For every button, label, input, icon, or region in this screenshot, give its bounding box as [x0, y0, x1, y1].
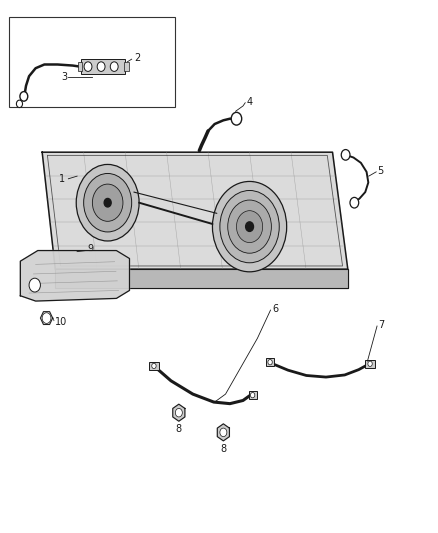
Text: 10: 10	[55, 317, 67, 327]
Circle shape	[268, 360, 272, 365]
Circle shape	[237, 211, 263, 243]
Circle shape	[42, 313, 51, 324]
Circle shape	[212, 181, 287, 272]
Circle shape	[350, 197, 359, 208]
Polygon shape	[20, 251, 130, 301]
Circle shape	[228, 200, 272, 253]
Circle shape	[97, 62, 105, 71]
Circle shape	[29, 278, 40, 292]
Circle shape	[110, 62, 118, 71]
Polygon shape	[55, 269, 348, 288]
Text: 7: 7	[378, 320, 385, 330]
Text: 4: 4	[247, 96, 253, 107]
Circle shape	[92, 184, 123, 221]
Text: 2: 2	[134, 53, 140, 63]
Bar	[249, 391, 257, 399]
Circle shape	[175, 408, 182, 417]
Bar	[124, 62, 129, 71]
Text: 1: 1	[59, 174, 65, 184]
Bar	[81, 59, 125, 74]
Bar	[10, 17, 175, 107]
Circle shape	[251, 392, 255, 398]
Text: 3: 3	[61, 72, 67, 82]
Circle shape	[368, 361, 372, 367]
Circle shape	[76, 165, 139, 241]
Circle shape	[341, 150, 350, 160]
Text: 5: 5	[378, 166, 384, 176]
Text: 8: 8	[176, 424, 182, 434]
Circle shape	[246, 222, 254, 231]
Circle shape	[152, 364, 156, 368]
Bar	[149, 362, 159, 370]
Bar	[365, 360, 375, 368]
Bar	[266, 359, 274, 366]
Polygon shape	[217, 424, 230, 441]
Text: 8: 8	[220, 444, 226, 454]
Circle shape	[220, 190, 279, 263]
Circle shape	[20, 92, 28, 101]
Circle shape	[231, 112, 242, 125]
Bar	[78, 62, 82, 71]
Text: 6: 6	[272, 304, 279, 314]
Circle shape	[220, 428, 227, 437]
Circle shape	[84, 62, 92, 71]
Polygon shape	[42, 152, 348, 269]
Circle shape	[104, 198, 111, 207]
Polygon shape	[173, 404, 185, 421]
Polygon shape	[40, 312, 53, 325]
Text: 9: 9	[87, 245, 93, 254]
Circle shape	[16, 100, 22, 108]
Circle shape	[84, 173, 132, 232]
